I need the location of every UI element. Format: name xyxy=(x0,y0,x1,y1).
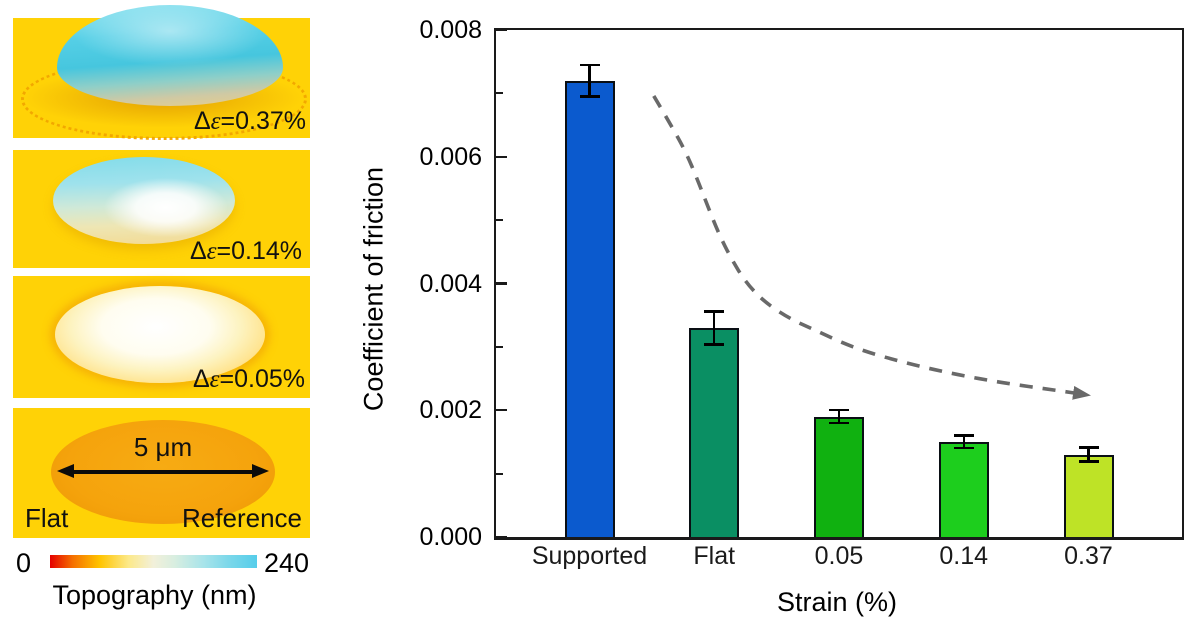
afm-panel-strain-005: Δε=0.05% xyxy=(13,276,310,398)
y-minor-tick xyxy=(496,345,503,348)
colorbar-min-label: 0 xyxy=(16,548,32,578)
y-tick-label: 0.002 xyxy=(419,396,482,425)
scale-bar-label: 5 μm xyxy=(133,432,193,462)
afm-panel-flat-reference: 5 μm Flat Reference xyxy=(13,408,310,538)
error-bar-line xyxy=(713,311,716,345)
y-tick-label: 0.000 xyxy=(419,523,482,551)
x-tick-label-0-14: 0.14 xyxy=(939,542,989,570)
x-tick-label-0-05: 0.05 xyxy=(814,542,864,570)
y-major-tick xyxy=(496,409,507,412)
y-major-tick xyxy=(496,535,507,539)
scale-bar-arrowhead-left-icon xyxy=(57,464,74,478)
x-tick-label-flat: Flat xyxy=(693,542,736,570)
x-tick-label-supported: Supported xyxy=(531,542,648,570)
error-bar-cap-bottom xyxy=(1078,460,1099,463)
y-minor-tick xyxy=(496,92,503,95)
y-minor-tick xyxy=(496,472,503,475)
error-bar-cap-bottom xyxy=(704,343,725,346)
bar-0-37 xyxy=(1063,454,1114,537)
blister-dome-flat xyxy=(55,286,265,383)
y-tick-label: 0.006 xyxy=(419,142,482,171)
flat-label: Flat xyxy=(25,503,69,533)
plot-area: 0.000 0.002 0.004 0.006 0.008 Supported Flat 0.… xyxy=(419,16,1184,570)
error-bar-cap-top xyxy=(1078,446,1099,449)
reference-label: Reference xyxy=(182,503,302,533)
bar-0-05 xyxy=(814,416,864,537)
error-bar-cap-bottom xyxy=(953,447,974,450)
bar-flat xyxy=(689,327,740,537)
strain-label-014: Δε=0.14% xyxy=(189,237,302,266)
error-bar-cap-bottom xyxy=(579,95,600,98)
error-bar-line xyxy=(1087,447,1090,462)
colorbar-max-label: 240 xyxy=(264,548,310,578)
error-bar-cap-bottom xyxy=(829,421,849,425)
y-minor-tick xyxy=(496,219,503,222)
x-tick-label-0-37: 0.37 xyxy=(1064,542,1113,570)
error-bar-line xyxy=(588,64,591,97)
colorbar-title: Topography (nm) xyxy=(52,580,257,610)
y-tick-label: 0.008 xyxy=(419,16,482,44)
x-axis-title: Strain (%) xyxy=(776,587,898,617)
strain-label-005: Δε=0.05% xyxy=(192,365,305,394)
y-tick-label: 0.004 xyxy=(419,269,482,298)
afm-panel-column: Δε=0.37% Δε=0.14% Δε=0.05% 5 μm Flat Ref… xyxy=(13,0,310,628)
error-bar-line xyxy=(962,435,965,449)
blister-dome-large xyxy=(57,5,283,106)
error-bar-cap-top xyxy=(953,434,974,437)
scale-bar-line xyxy=(65,470,261,474)
error-bar-line xyxy=(837,410,841,423)
afm-panel-strain-037: Δε=0.37% xyxy=(13,5,310,140)
topography-colorbar xyxy=(50,555,257,568)
y-major-tick xyxy=(496,28,507,32)
error-bar-cap-top xyxy=(704,310,725,313)
y-major-tick xyxy=(496,282,507,285)
afm-panel-strain-014: Δε=0.14% xyxy=(13,150,310,268)
error-bar-cap-top xyxy=(579,63,600,67)
bar-supported xyxy=(564,80,615,537)
blister-dome-medium xyxy=(53,157,235,244)
scale-bar-arrowhead-right-icon xyxy=(252,464,269,478)
bar-0-14 xyxy=(938,441,989,537)
strain-label-037: Δε=0.37% xyxy=(193,107,306,136)
error-bar-cap-top xyxy=(829,409,849,412)
y-major-tick xyxy=(496,155,507,158)
